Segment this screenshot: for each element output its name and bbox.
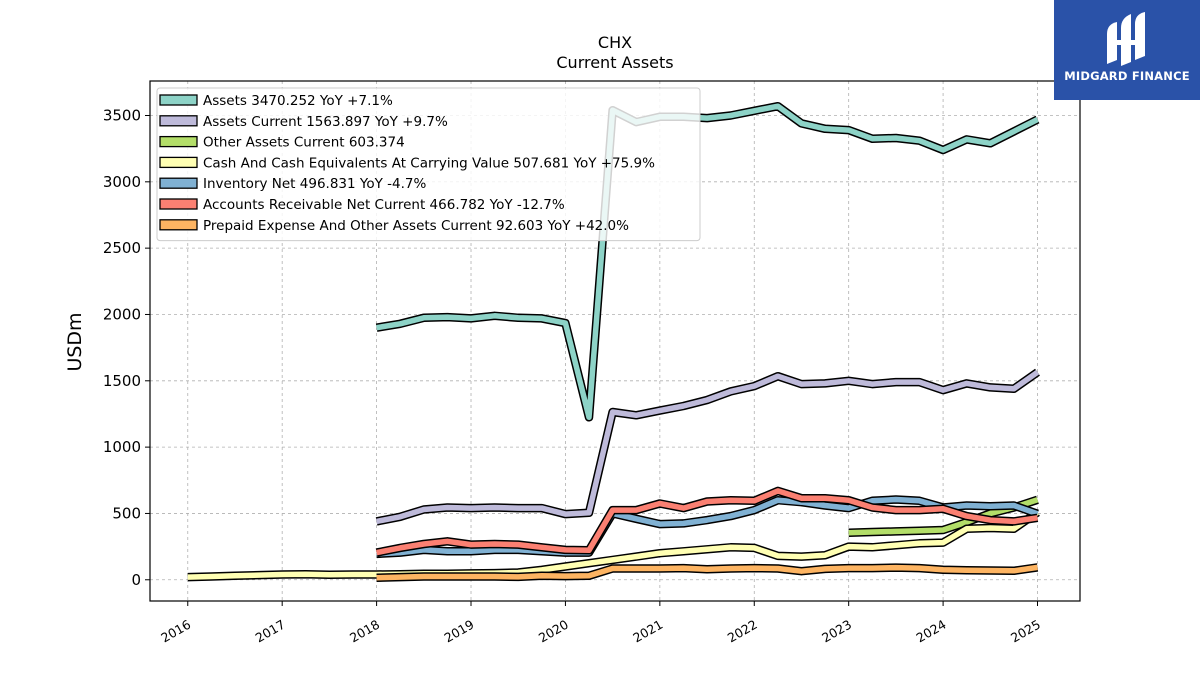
y-tick-label: 500 [112,504,141,522]
y-tick-label: 3000 [103,173,141,191]
legend-box [156,87,701,242]
x-tick-label: 2024 [914,617,949,646]
y-tick-label: 2500 [103,239,141,257]
legend-entry: Cash And Cash Equivalents At Carrying Va… [203,155,655,171]
x-tick-label: 2022 [725,617,760,646]
logo-text: MIDGARD FINANCE [1064,69,1190,83]
x-tick-label: 2025 [1008,617,1043,646]
legend-entry: Assets Current 1563.897 YoY +9.7% [203,114,448,130]
legend-swatch [159,156,198,169]
series-lines [187,101,1040,583]
chart-title: CHX [598,33,632,52]
y-tick-label: 2000 [103,305,141,323]
legend-swatch [159,94,198,106]
legend-entry: Other Assets Current 603.374 [203,135,405,151]
x-tick-label: 2019 [441,617,476,646]
legend-swatch [159,177,198,189]
legend-swatch [159,115,198,127]
y-tick-label: 0 [131,571,141,589]
y-tick-label: 3500 [103,106,141,124]
legend-entry: Accounts Receivable Net Current 466.782 … [203,197,565,213]
legend-swatch [159,135,198,148]
y-tick-label: 1500 [103,372,141,390]
legend-swatch [159,198,198,210]
series-line-prepaid-expense-and-other-assets-current [376,564,1038,581]
series-line-assets-current [376,369,1040,525]
legend-entry: Prepaid Expense And Other Assets Current… [203,218,629,234]
x-tick-label: 2018 [347,617,382,646]
series-line-cash-and-cash-equivalents-at-carrying-value [187,510,1040,580]
chart-subtitle: Current Assets [556,53,673,72]
x-tick-label: 2016 [158,617,193,646]
y-tick-label: 1000 [103,438,141,456]
series-line-inventory-net [376,496,1039,557]
plot-frame [149,80,1081,602]
midgard-logo-icon [1107,12,1145,66]
midgard-finance-logo: MIDGARD FINANCE [1054,0,1200,100]
y-axis-label: USDm [64,312,86,371]
x-tick-label: 2020 [536,617,571,646]
legend: Assets 3470.252 YoY +7.1% Assets Current … [156,87,701,242]
x-tick-label: 2017 [253,617,288,646]
series-line-accounts-receivable-net-current [376,488,1038,556]
legend-entry: Assets 3470.252 YoY +7.1% [203,93,393,109]
x-tick-label: 2021 [630,617,665,646]
legend-entry: Inventory Net 496.831 YoY -4.7% [203,176,426,192]
x-tick-label: 2023 [819,617,854,646]
series-line-assets [376,103,1039,421]
legend-swatch [159,219,198,231]
